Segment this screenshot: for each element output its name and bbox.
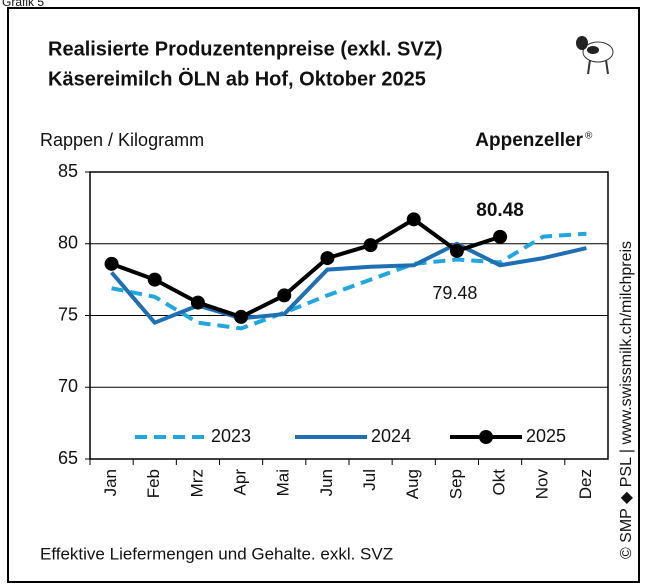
figure-label: Grafik 5 bbox=[2, 0, 44, 9]
x-tick-label: Jul bbox=[360, 469, 379, 491]
x-tick-label: Feb bbox=[144, 469, 163, 498]
y-tick-label: 70 bbox=[58, 376, 78, 396]
y-tick-label: 80 bbox=[58, 233, 78, 253]
brand-mark: ® bbox=[585, 131, 593, 142]
chart-title: Realisierte Produzentenpreise (exkl. SVZ… bbox=[48, 38, 443, 60]
value-label: 80.48 bbox=[476, 200, 524, 221]
x-tick-label: Sep bbox=[446, 469, 465, 499]
x-tick-label: Jun bbox=[317, 469, 336, 496]
x-tick-label: Nov bbox=[533, 469, 552, 500]
marker bbox=[407, 212, 421, 226]
legend-marker bbox=[479, 430, 493, 444]
marker bbox=[450, 244, 464, 258]
y-axis-label: Rappen / Kilogramm bbox=[40, 130, 204, 150]
x-tick-label: Mrz bbox=[187, 469, 206, 497]
x-tick-label: Jan bbox=[101, 469, 120, 496]
marker bbox=[364, 238, 378, 252]
source: © SMP ◆ PSL | www.swissmilk.ch/milchprei… bbox=[618, 241, 635, 559]
y-tick-label: 85 bbox=[58, 161, 78, 181]
marker bbox=[105, 257, 119, 271]
x-tick-label: Aug bbox=[403, 469, 422, 499]
marker bbox=[320, 251, 334, 265]
legend-label: 2025 bbox=[526, 426, 566, 446]
footnote: Effektive Liefermengen und Gehalte. exkl… bbox=[40, 544, 393, 563]
x-tick-label: Apr bbox=[231, 469, 250, 496]
y-tick-label: 75 bbox=[58, 304, 78, 324]
marker bbox=[191, 296, 205, 310]
marker bbox=[148, 273, 162, 287]
x-tick-label: Mai bbox=[274, 469, 293, 496]
x-tick-label: Okt bbox=[490, 469, 509, 496]
annotation: 79.48 bbox=[432, 283, 477, 303]
x-tick-label: Dez bbox=[576, 469, 595, 499]
marker bbox=[277, 288, 291, 302]
chart-subtitle: Käsereimilch ÖLN ab Hof, Oktober 2025 bbox=[48, 67, 426, 90]
chart: Grafik 5 Realisierte Produzentenpreise (… bbox=[0, 0, 648, 587]
legend-label: 2024 bbox=[371, 426, 411, 446]
brand: Appenzeller bbox=[475, 130, 583, 151]
legend-label: 2023 bbox=[211, 426, 251, 446]
marker bbox=[493, 230, 507, 244]
marker bbox=[234, 310, 248, 324]
y-tick-label: 65 bbox=[58, 448, 78, 468]
